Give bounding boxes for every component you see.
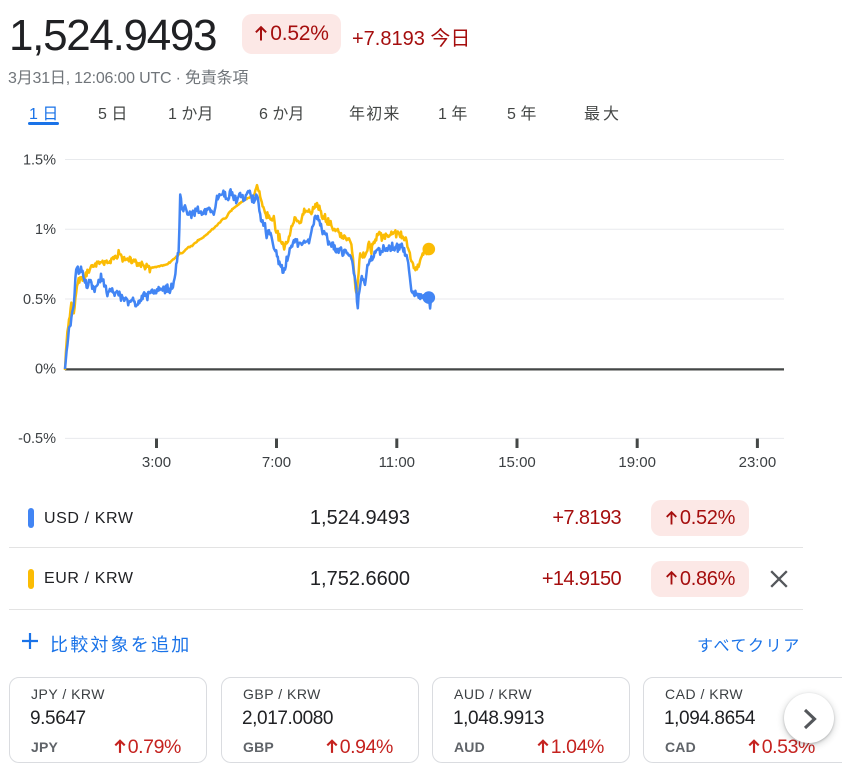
svg-text:11:00: 11:00 [379, 454, 415, 471]
svg-text:1.5%: 1.5% [23, 152, 56, 168]
svg-text:-0.5%: -0.5% [18, 431, 56, 447]
svg-text:0.5%: 0.5% [23, 292, 56, 308]
svg-text:19:00: 19:00 [618, 454, 656, 471]
svg-text:0%: 0% [35, 362, 56, 378]
svg-text:1%: 1% [35, 222, 56, 238]
svg-text:3:00: 3:00 [142, 454, 171, 471]
svg-text:7:00: 7:00 [262, 454, 291, 471]
svg-text:23:00: 23:00 [739, 454, 777, 471]
svg-text:15:00: 15:00 [498, 454, 536, 471]
